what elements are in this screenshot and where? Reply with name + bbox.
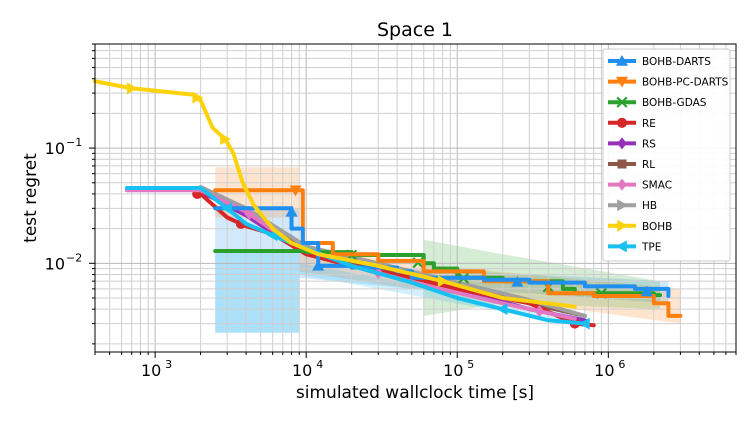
series-lines <box>93 79 683 330</box>
plot-frame <box>94 43 737 353</box>
marker-bohb-darts <box>640 285 653 297</box>
legend-item-re: RE <box>608 117 656 130</box>
marker-bohb <box>126 82 138 95</box>
x-tick-label: 10 <box>443 361 463 380</box>
y-tick-exponent: −1 <box>66 136 82 149</box>
legend-item-hb: HB <box>608 199 657 212</box>
marker-bohb-darts <box>312 259 325 271</box>
series-bohb <box>93 79 577 309</box>
legend-item-rs: RS <box>608 137 656 150</box>
legend-label: HB <box>642 200 657 212</box>
legend-marker-rl <box>617 159 627 169</box>
marker-tpe <box>221 202 232 215</box>
marker-tpe <box>578 317 590 330</box>
legend: BOHB-DARTS BOHB-PC-DARTS BOHB-GDAS RE RS RL SM… <box>602 48 731 262</box>
marker-bohb <box>220 132 231 145</box>
marker-bohb-darts <box>285 205 298 217</box>
legend-item-smac: SMAC <box>608 178 672 192</box>
series-line-tpe <box>124 186 587 326</box>
x-tick-label: 10 <box>594 361 614 380</box>
legend-marker-bohb-gdas <box>616 96 628 108</box>
marker-smac <box>244 207 255 220</box>
legend-marker-smac <box>617 178 627 191</box>
y-tick-exponent: −2 <box>66 251 82 264</box>
chart-title: Space 1 <box>377 19 453 41</box>
legend-marker-bohb-pc-darts <box>616 76 628 88</box>
legend-item-tpe: TPE <box>608 240 661 253</box>
legend-item-rl: RL <box>608 159 655 171</box>
x-tick-label: 10 <box>292 361 312 380</box>
y-tick-label: 10 <box>45 139 65 158</box>
legend-label: TPE <box>641 241 661 253</box>
x-tick-exponent: 5 <box>467 358 474 371</box>
legend-marker-hb <box>617 199 628 212</box>
legend-label: SMAC <box>642 180 672 192</box>
legend-marker-rs <box>617 137 627 150</box>
legend-item-bohb-gdas: BOHB-GDAS <box>608 96 707 109</box>
marker-bohb <box>192 91 204 104</box>
legend-label: RS <box>642 138 656 150</box>
x-tick-exponent: 4 <box>316 358 323 371</box>
legend-marker-bohb-darts <box>616 55 628 66</box>
legend-marker-tpe <box>616 240 627 253</box>
marker-bohb <box>437 275 449 288</box>
series-bohb-darts <box>213 205 671 298</box>
legend-label: RE <box>642 118 656 130</box>
legend-marker-re <box>616 117 628 128</box>
marker-bohb-pc-darts <box>289 185 302 197</box>
x-tick-label: 10 <box>141 361 161 380</box>
marker-tpe <box>496 303 508 316</box>
legend-item-bohb-pc-darts: BOHB-PC-DARTS <box>608 77 729 89</box>
x-tick-exponent: 3 <box>165 358 172 371</box>
y-axis-label: test regret <box>21 153 41 243</box>
series-line-bohb-darts <box>213 206 671 298</box>
legend-label: RL <box>642 159 655 171</box>
marker-smac <box>534 305 545 318</box>
legend-item-bohb-darts: BOHB-DARTS <box>608 55 711 68</box>
band-tpe <box>215 250 585 333</box>
x-axis-label: simulated wallclock time [s] <box>296 383 534 403</box>
legend-item-bohb: BOHB <box>608 219 672 233</box>
x-tick-exponent: 6 <box>618 358 625 371</box>
legend-label: BOHB <box>642 221 672 233</box>
legend-label: BOHB-DARTS <box>642 56 711 68</box>
legend-label: BOHB-GDAS <box>642 97 707 109</box>
legend-marker-bohb <box>617 219 628 232</box>
marker-bohb-darts <box>511 275 524 287</box>
y-tick-label: 10 <box>45 254 65 273</box>
legend-label: BOHB-PC-DARTS <box>642 77 729 89</box>
